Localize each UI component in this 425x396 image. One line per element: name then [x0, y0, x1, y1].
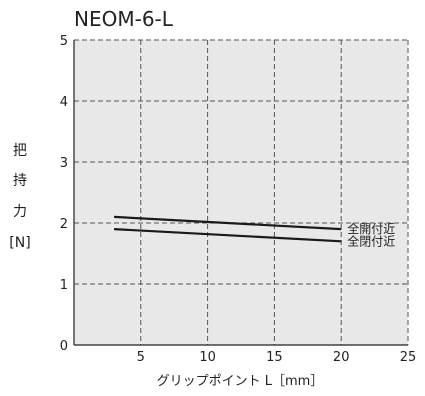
- chart-title: NEOM-6-L: [74, 7, 174, 31]
- x-tick-label: 10: [199, 350, 216, 365]
- y-axis-label-1: 把: [13, 143, 27, 159]
- x-axis-label: グリップポイント L［mm］: [157, 374, 324, 389]
- x-tick-label: 15: [266, 350, 283, 365]
- y-tick-label: 1: [60, 278, 68, 293]
- y-tick-label: 0: [60, 339, 68, 354]
- series-annotation-2: 全閉付近: [347, 233, 395, 248]
- series-line-2: [114, 228, 342, 243]
- x-tick-labels: 5 10 15 20 25: [137, 350, 417, 365]
- y-tick-label: 3: [60, 156, 68, 171]
- y-axis-label-3: 力: [13, 204, 27, 220]
- plot-area: [74, 40, 408, 345]
- series-annotation-1: 全開付近: [347, 221, 395, 236]
- series-lines: [114, 215, 342, 243]
- x-tick-label: 20: [333, 350, 350, 365]
- y-axis-label-2: 持: [13, 173, 27, 189]
- series-line-1: [114, 215, 342, 231]
- y-axis-label-4: [N]: [9, 235, 30, 251]
- y-tick-label: 5: [60, 34, 68, 49]
- y-tick-labels: 0 1 2 3 4 5: [60, 34, 68, 354]
- y-tick-label: 4: [60, 95, 68, 110]
- x-tick-label: 5: [137, 350, 145, 365]
- grid-lines: [73, 39, 409, 346]
- x-tick-label: 25: [400, 350, 417, 365]
- y-tick-label: 2: [60, 217, 68, 232]
